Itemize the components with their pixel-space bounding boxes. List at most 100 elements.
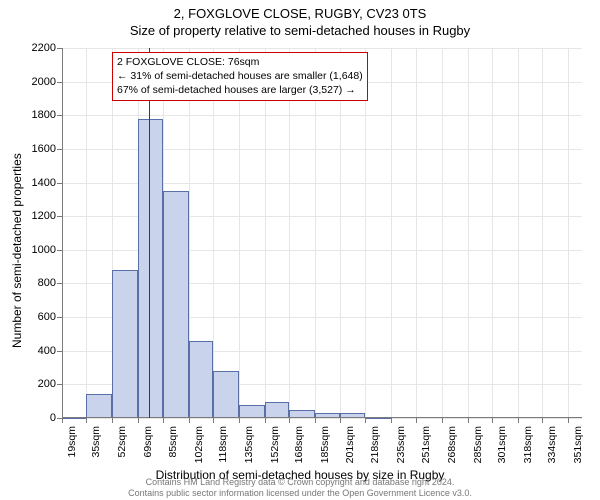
x-tick-label: 152sqm bbox=[269, 426, 281, 463]
grid-h bbox=[62, 115, 582, 116]
plot-area bbox=[62, 48, 582, 418]
grid-v bbox=[568, 48, 569, 418]
x-tick-label: 235sqm bbox=[395, 426, 407, 463]
histogram-bar bbox=[112, 270, 138, 418]
grid-h bbox=[62, 48, 582, 49]
x-tick-mark bbox=[568, 418, 569, 423]
x-tick-mark bbox=[289, 418, 290, 423]
x-tick-mark bbox=[213, 418, 214, 423]
x-tick-mark bbox=[468, 418, 469, 423]
histogram-bar bbox=[213, 371, 239, 418]
x-tick-mark bbox=[62, 418, 63, 423]
y-tick-mark bbox=[57, 384, 62, 385]
grid-v bbox=[239, 48, 240, 418]
x-tick-label: 285sqm bbox=[472, 426, 484, 463]
y-axis-label-text: Number of semi-detached properties bbox=[10, 153, 24, 348]
x-tick-mark bbox=[492, 418, 493, 423]
histogram-bar bbox=[163, 191, 189, 418]
x-tick-mark bbox=[518, 418, 519, 423]
grid-v bbox=[340, 48, 341, 418]
marker-line bbox=[149, 48, 150, 418]
x-tick-label: 135sqm bbox=[243, 426, 255, 463]
x-tick-mark bbox=[542, 418, 543, 423]
x-tick-label: 318sqm bbox=[522, 426, 534, 463]
x-tick-mark bbox=[340, 418, 341, 423]
x-tick-mark bbox=[442, 418, 443, 423]
info-box-line1: 2 FOXGLOVE CLOSE: 76sqm bbox=[117, 55, 363, 69]
x-tick-mark bbox=[163, 418, 164, 423]
y-tick-mark bbox=[57, 317, 62, 318]
footer-text: Contains HM Land Registry data © Crown c… bbox=[0, 477, 600, 499]
info-box: 2 FOXGLOVE CLOSE: 76sqm ← 31% of semi-de… bbox=[112, 52, 368, 101]
grid-v bbox=[265, 48, 266, 418]
chart-title-line2: Size of property relative to semi-detach… bbox=[0, 21, 600, 38]
y-tick-mark bbox=[57, 115, 62, 116]
x-tick-mark bbox=[416, 418, 417, 423]
info-box-line3: 67% of semi-detached houses are larger (… bbox=[117, 83, 363, 97]
histogram-bar bbox=[239, 405, 265, 418]
x-tick-mark bbox=[365, 418, 366, 423]
grid-v bbox=[213, 48, 214, 418]
y-tick-mark bbox=[57, 82, 62, 83]
y-tick-mark bbox=[57, 149, 62, 150]
x-tick-mark bbox=[112, 418, 113, 423]
x-tick-mark bbox=[239, 418, 240, 423]
histogram-bar bbox=[189, 341, 213, 418]
y-tick-label: 2000 bbox=[16, 76, 56, 88]
grid-v bbox=[289, 48, 290, 418]
histogram-bar bbox=[138, 119, 162, 418]
grid-v bbox=[468, 48, 469, 418]
y-tick-mark bbox=[57, 250, 62, 251]
x-tick-mark bbox=[189, 418, 190, 423]
chart-container: { "layout": { "width_px": 600, "height_p… bbox=[0, 0, 600, 500]
x-tick-mark bbox=[315, 418, 316, 423]
x-tick-label: 201sqm bbox=[344, 426, 356, 463]
grid-v bbox=[442, 48, 443, 418]
x-tick-mark bbox=[265, 418, 266, 423]
grid-v bbox=[365, 48, 366, 418]
x-tick-label: 102sqm bbox=[193, 426, 205, 463]
grid-v bbox=[416, 48, 417, 418]
x-tick-label: 251sqm bbox=[420, 426, 432, 463]
x-tick-label: 85sqm bbox=[167, 426, 179, 458]
x-tick-label: 168sqm bbox=[293, 426, 305, 463]
grid-v bbox=[542, 48, 543, 418]
footer-line2: Contains public sector information licen… bbox=[0, 488, 600, 499]
x-axis-line bbox=[62, 417, 582, 418]
y-tick-mark bbox=[57, 351, 62, 352]
chart-title-line1: 2, FOXGLOVE CLOSE, RUGBY, CV23 0TS bbox=[0, 0, 600, 21]
grid-v bbox=[391, 48, 392, 418]
x-tick-label: 69sqm bbox=[142, 426, 154, 458]
y-tick-label: 1800 bbox=[16, 109, 56, 121]
y-tick-mark bbox=[57, 216, 62, 217]
grid-h bbox=[62, 418, 582, 419]
x-tick-label: 301sqm bbox=[496, 426, 508, 463]
y-tick-mark bbox=[57, 283, 62, 284]
footer-line1: Contains HM Land Registry data © Crown c… bbox=[0, 477, 600, 488]
y-tick-label: 2200 bbox=[16, 42, 56, 54]
grid-v bbox=[86, 48, 87, 418]
grid-v bbox=[518, 48, 519, 418]
grid-v bbox=[492, 48, 493, 418]
y-tick-mark bbox=[57, 48, 62, 49]
x-tick-label: 351sqm bbox=[572, 426, 584, 463]
histogram-bar bbox=[86, 394, 112, 418]
x-tick-label: 19sqm bbox=[66, 426, 78, 458]
x-tick-label: 218sqm bbox=[369, 426, 381, 463]
x-tick-label: 268sqm bbox=[446, 426, 458, 463]
x-tick-mark bbox=[138, 418, 139, 423]
x-tick-label: 35sqm bbox=[90, 426, 102, 458]
grid-v bbox=[315, 48, 316, 418]
y-axis-line bbox=[62, 48, 63, 418]
y-tick-label: 0 bbox=[16, 412, 56, 424]
x-tick-mark bbox=[86, 418, 87, 423]
info-box-line2: ← 31% of semi-detached houses are smalle… bbox=[117, 69, 363, 83]
y-tick-label: 200 bbox=[16, 378, 56, 390]
x-tick-mark bbox=[391, 418, 392, 423]
y-axis-label: Number of semi-detached properties bbox=[10, 153, 24, 348]
y-tick-mark bbox=[57, 183, 62, 184]
x-tick-label: 334sqm bbox=[546, 426, 558, 463]
histogram-bar bbox=[265, 402, 289, 418]
x-tick-label: 118sqm bbox=[217, 426, 229, 463]
x-tick-label: 185sqm bbox=[319, 426, 331, 463]
